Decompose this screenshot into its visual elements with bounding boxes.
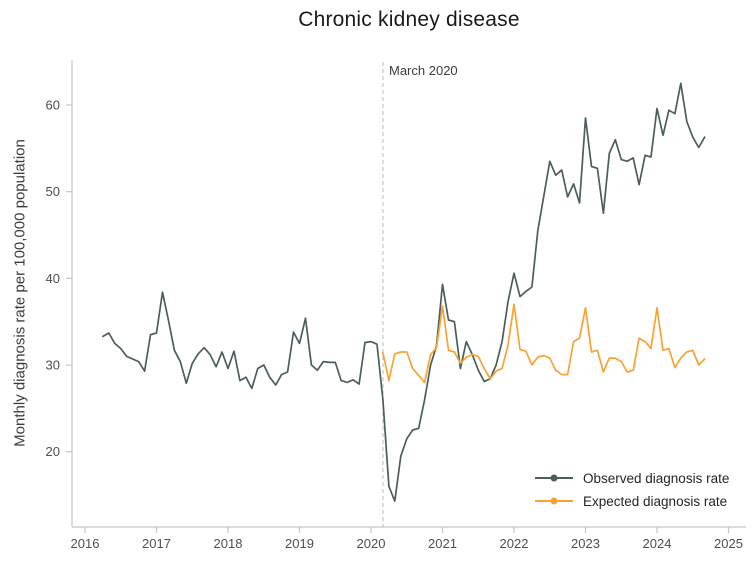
x-tick-label: 2017 (142, 536, 171, 551)
x-tick-label: 2023 (571, 536, 600, 551)
x-tick-label: 2022 (500, 536, 529, 551)
legend-item-expected: Expected diagnosis rate (535, 492, 727, 510)
legend-label-expected: Expected diagnosis rate (583, 493, 728, 509)
legend-item-observed: Observed diagnosis rate (535, 469, 729, 487)
expected-series-line (382, 303, 706, 384)
observed-series-line (102, 82, 706, 502)
observed-line-sample (535, 474, 573, 482)
expected-dot-icon (550, 497, 558, 505)
y-tick-label: 60 (46, 98, 60, 113)
observed-dot-icon (550, 474, 558, 482)
legend-label-observed: Observed diagnosis rate (583, 470, 730, 486)
y-tick-label: 30 (46, 358, 60, 373)
x-tick-label: 2025 (714, 536, 743, 551)
x-tick-label: 2019 (285, 536, 314, 551)
y-tick-label: 40 (46, 271, 60, 286)
x-tick-label: 2021 (428, 536, 457, 551)
y-tick-label: 20 (46, 444, 60, 459)
x-tick-label: 2016 (71, 536, 100, 551)
chart-title: Chronic kidney disease (298, 8, 520, 31)
x-tick-label: 2024 (643, 536, 672, 551)
x-tick-label: 2018 (214, 536, 243, 551)
event-annotation-label: March 2020 (389, 63, 458, 78)
y-tick-label: 50 (46, 184, 60, 199)
x-tick-label: 2020 (357, 536, 386, 551)
expected-line-sample (535, 497, 573, 505)
